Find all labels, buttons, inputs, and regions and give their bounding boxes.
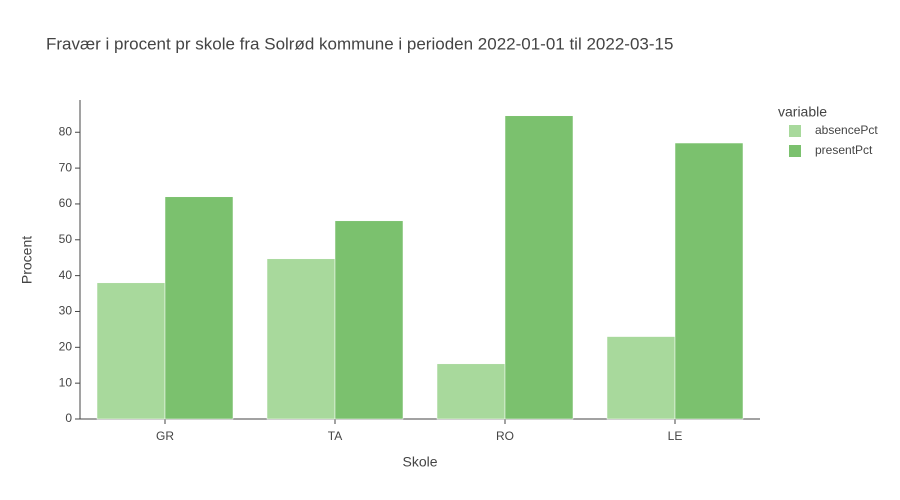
legend-title: variable xyxy=(778,104,827,120)
bar xyxy=(164,196,234,420)
x-tick-label: GR xyxy=(156,429,174,443)
x-axis-title: Skole xyxy=(402,454,437,470)
y-tick-label: 0 xyxy=(65,411,72,425)
bar xyxy=(504,115,574,420)
bar xyxy=(436,363,506,420)
chart-title: Fravær i procent pr skole fra Solrød kom… xyxy=(46,34,673,53)
legend-label: absencePct xyxy=(815,123,878,137)
y-tick-label: 40 xyxy=(59,268,73,282)
y-tick-label: 70 xyxy=(59,160,73,174)
y-tick-label: 50 xyxy=(59,232,73,246)
legend-swatch xyxy=(789,145,801,157)
bar xyxy=(334,220,404,420)
legend-swatch xyxy=(789,125,801,137)
y-tick-label: 30 xyxy=(59,304,73,318)
y-tick-label: 80 xyxy=(59,124,73,138)
bar xyxy=(266,258,336,420)
x-tick-label: RO xyxy=(496,429,514,443)
x-tick-label: LE xyxy=(668,429,683,443)
y-tick-label: 60 xyxy=(59,196,73,210)
x-tick-label: TA xyxy=(328,429,342,443)
y-tick-label: 20 xyxy=(59,339,73,353)
legend-label: presentPct xyxy=(815,143,873,157)
bar xyxy=(96,282,166,420)
bar xyxy=(606,336,676,420)
bar xyxy=(674,142,744,420)
y-axis-title: Procent xyxy=(19,236,35,284)
y-tick-label: 10 xyxy=(59,375,73,389)
